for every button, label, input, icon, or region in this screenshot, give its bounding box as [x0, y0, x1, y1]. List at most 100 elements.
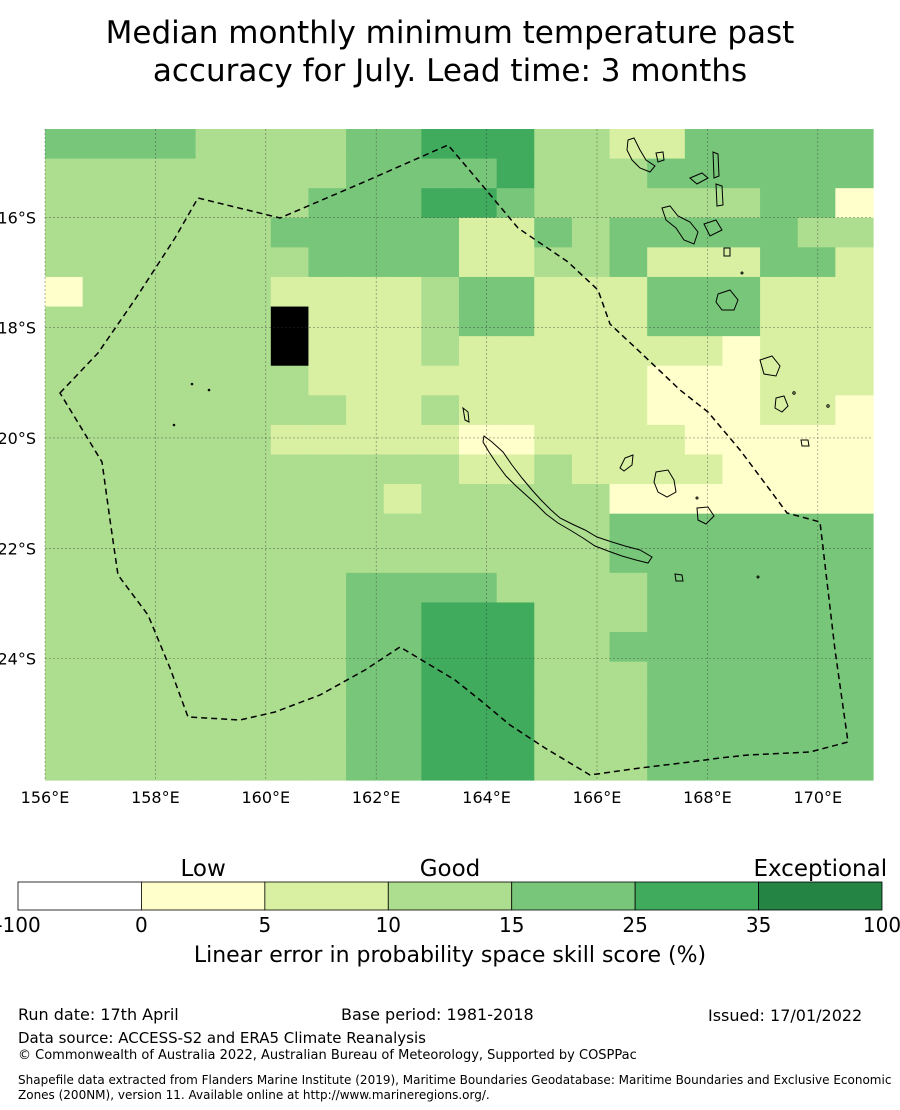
ouvea-coastline [619, 454, 634, 472]
grid-cell [459, 247, 498, 278]
grid-cell [233, 247, 272, 278]
grid-cell [534, 306, 573, 337]
grid-cell [233, 395, 272, 426]
grid-cell [459, 129, 498, 160]
grid-cell [835, 484, 874, 515]
grid-cell [82, 691, 121, 722]
grid-cell [459, 572, 498, 604]
grid-cell [421, 306, 460, 337]
grid-cell [421, 276, 460, 308]
grid-cell [722, 217, 761, 248]
grid-cell [233, 720, 272, 752]
grid-cell [120, 395, 159, 426]
grid-cell [534, 424, 573, 456]
grid-cell [496, 484, 535, 515]
grid-cell [383, 572, 422, 604]
grid-cell [157, 276, 197, 308]
grid-cell [571, 129, 611, 160]
map-panel: 156°E 158°E 160°E 162°E 164°E 166°E 168°E 170°E… [0, 129, 874, 807]
grid-cell [120, 484, 159, 515]
lifou-coastline [653, 469, 677, 498]
colorbar-swatch [634, 881, 759, 911]
grid-cell [82, 395, 121, 426]
grid-cell [421, 632, 460, 663]
grid-cell [383, 247, 422, 278]
grid-cell [722, 484, 761, 515]
grid-cell [421, 691, 460, 722]
grid-cell [647, 513, 686, 544]
grid-cell [835, 306, 874, 337]
grid-cell [534, 276, 573, 308]
grid-cell [459, 720, 498, 752]
longitude-tick-label: 164°E [462, 788, 511, 807]
grid-cell [346, 276, 385, 308]
shapefile-credit: Shapefile data extracted from Flanders M… [18, 1073, 892, 1102]
grid-cell [760, 129, 799, 160]
grid-cell [45, 602, 84, 633]
grid-cell [684, 720, 724, 752]
grid-cell [571, 691, 611, 722]
grid-cell [835, 720, 874, 752]
grid-cell [534, 632, 573, 663]
grid-cell [609, 602, 648, 633]
grid-cell [609, 632, 648, 663]
grid-cell [609, 276, 648, 308]
grid-cell [82, 336, 121, 367]
grid-cell [421, 158, 460, 189]
grid-cell [459, 217, 498, 248]
grid-cell [195, 513, 234, 544]
grid-cell [797, 247, 836, 278]
grid-cell [157, 632, 197, 663]
grid-cell [609, 365, 648, 396]
grid-cell [45, 158, 84, 189]
grid-cell [45, 365, 84, 396]
grid-cell [421, 247, 460, 278]
colorbar-tick-label: 10 [376, 913, 401, 937]
grid-cell [195, 454, 234, 485]
grid-cell [496, 365, 535, 396]
grid-cell [421, 217, 460, 248]
grid-cell [684, 661, 724, 692]
grid-cell [233, 513, 272, 544]
grid-cell [760, 454, 799, 485]
grid-cell [835, 217, 874, 248]
grid-cell [647, 395, 686, 426]
grid-cell [722, 602, 761, 633]
grid-cell [308, 158, 347, 189]
grid-cell [270, 572, 310, 604]
grid-cell [459, 602, 498, 633]
grid-cell [496, 158, 535, 189]
grid-cell [835, 247, 874, 278]
grid-cell [45, 247, 84, 278]
grid-cell [647, 336, 686, 367]
grid-cell [835, 276, 874, 308]
grid-cell [571, 543, 611, 574]
grid-cell [157, 306, 197, 337]
grid-cell [346, 661, 385, 692]
grid-cell [195, 750, 234, 781]
grid-cell [233, 454, 272, 485]
grid-cell [82, 158, 121, 189]
grid-cell [233, 217, 272, 248]
grid-cell [496, 513, 535, 544]
grid-cell [684, 129, 724, 160]
grid-cell [383, 424, 422, 456]
grid-cell [797, 276, 836, 308]
grid-cell [157, 395, 197, 426]
grid-cell [571, 424, 611, 456]
grid-cell [571, 395, 611, 426]
map-title: Median monthly minimum temperature past … [0, 14, 900, 90]
grid-cell [835, 632, 874, 663]
grid-cell [157, 543, 197, 574]
title-line-2: accuracy for July. Lead time: 3 months [152, 53, 748, 89]
grid-cell [647, 247, 686, 278]
grid-cell [571, 661, 611, 692]
grid-cell [647, 158, 686, 189]
graticule [44, 129, 873, 780]
grid-cell [534, 720, 573, 752]
grid-cell [346, 720, 385, 752]
ambae-coastline [689, 172, 709, 185]
grid-cell [82, 572, 121, 604]
grid-cell [797, 572, 836, 604]
grid-cell [722, 661, 761, 692]
